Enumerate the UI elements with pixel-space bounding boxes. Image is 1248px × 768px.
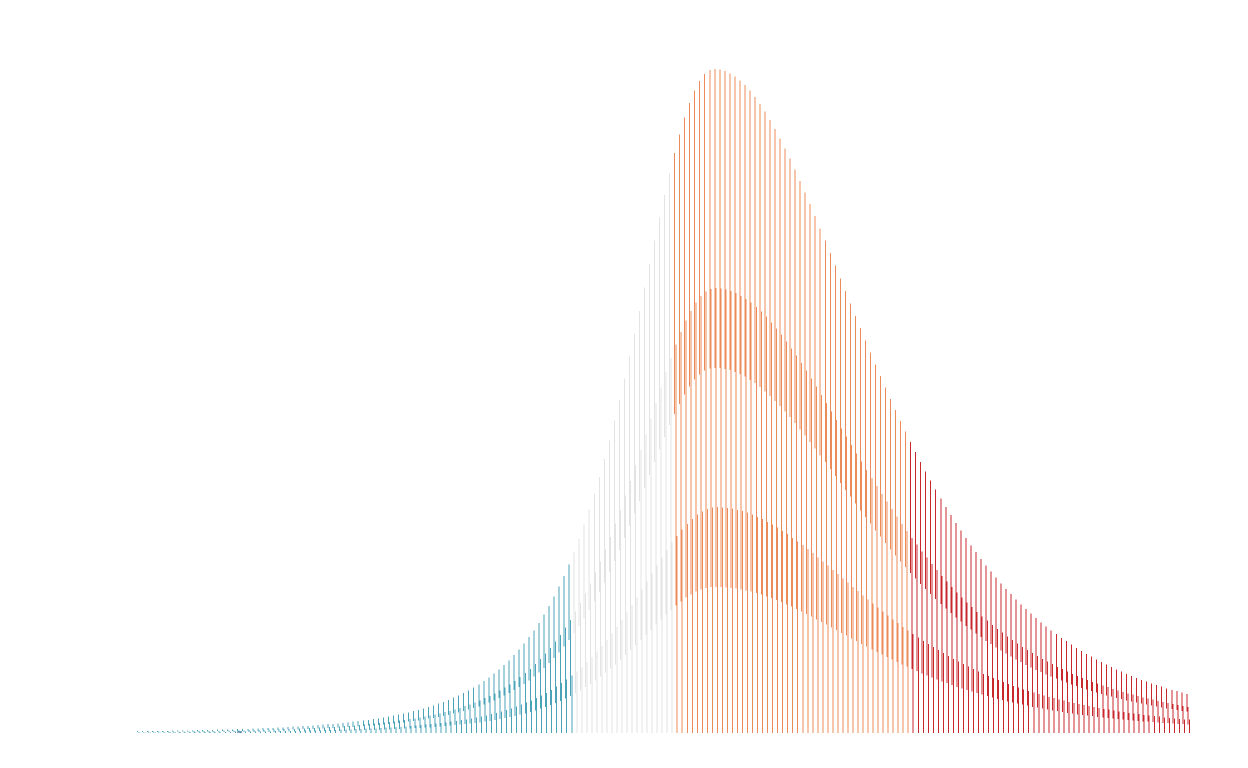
- bars-layer: [136, 69, 1190, 733]
